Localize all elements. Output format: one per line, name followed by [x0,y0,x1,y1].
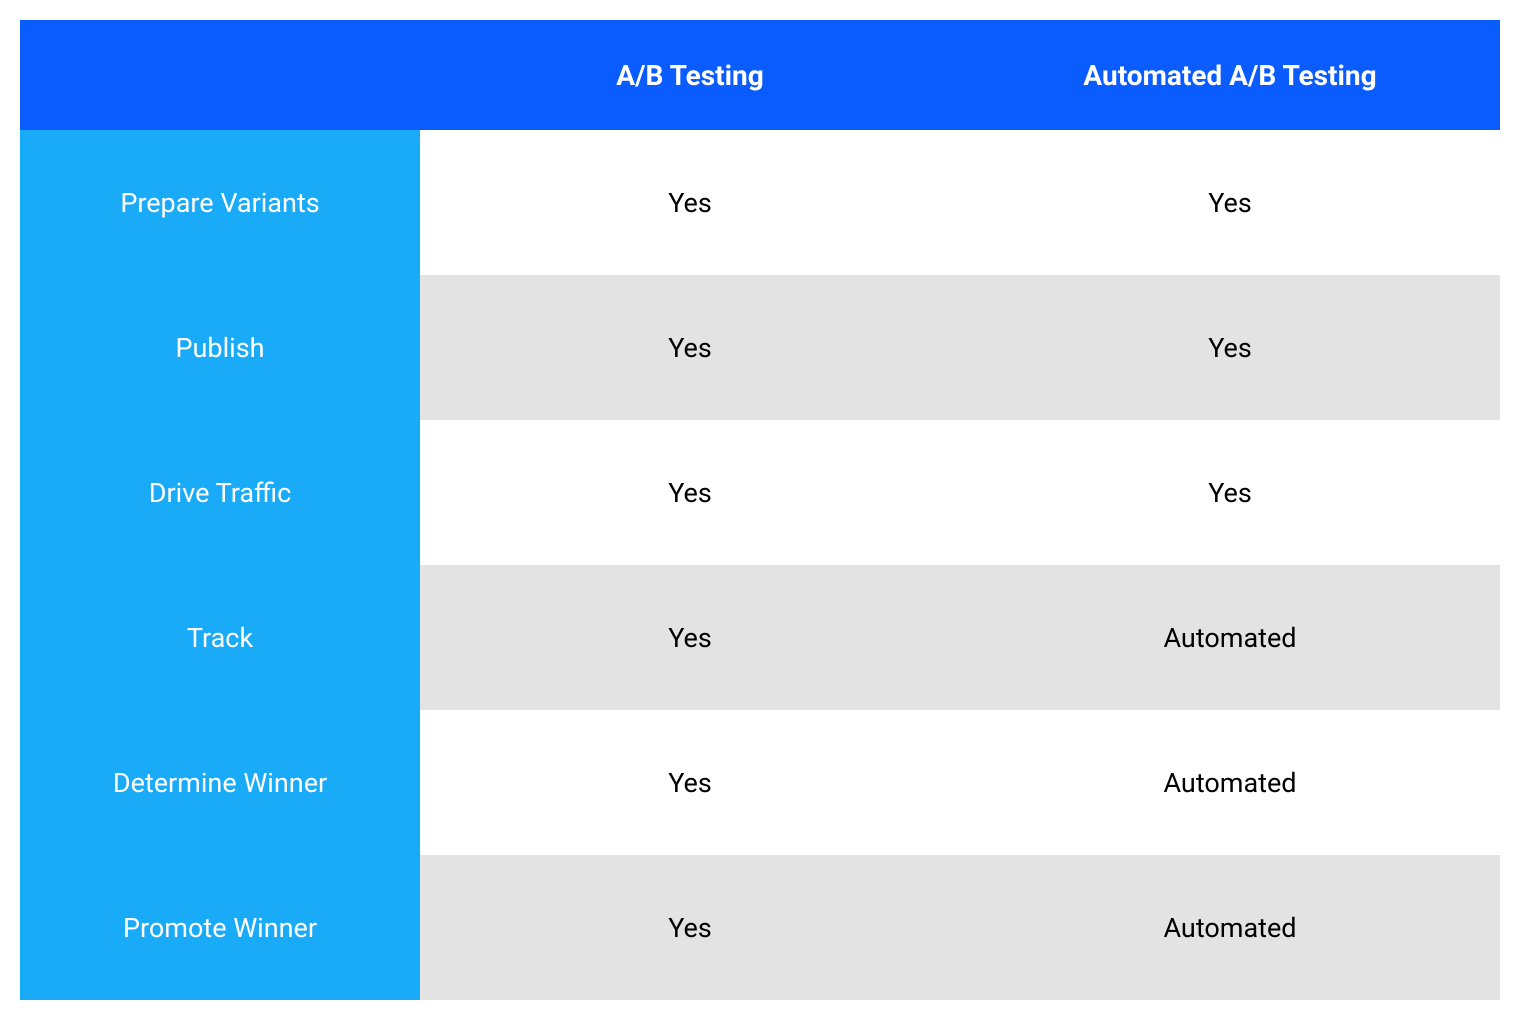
row-header: Track [20,565,420,710]
table-row: Determine Winner Yes Automated [20,710,1500,855]
table-cell: Yes [960,420,1500,565]
row-header: Prepare Variants [20,130,420,275]
table-cell: Yes [420,565,960,710]
table-body: Prepare Variants Yes Yes Publish Yes Yes… [20,130,1500,1000]
table-row: Prepare Variants Yes Yes [20,130,1500,275]
row-header: Publish [20,275,420,420]
table-cell: Automated [960,710,1500,855]
table-cell: Yes [420,710,960,855]
table-row: Drive Traffic Yes Yes [20,420,1500,565]
table-cell: Yes [420,130,960,275]
column-header: A/B Testing [420,20,960,130]
table-cell: Automated [960,565,1500,710]
row-header: Promote Winner [20,855,420,1000]
table-cell: Yes [420,275,960,420]
table-row: Track Yes Automated [20,565,1500,710]
header-empty-cell [20,20,420,130]
row-header: Determine Winner [20,710,420,855]
table-cell: Automated [960,855,1500,1000]
table-cell: Yes [420,420,960,565]
table-cell: Yes [960,130,1500,275]
comparison-table: A/B Testing Automated A/B Testing Prepar… [20,20,1500,1000]
column-header: Automated A/B Testing [960,20,1500,130]
table-cell: Yes [960,275,1500,420]
table-cell: Yes [420,855,960,1000]
row-header: Drive Traffic [20,420,420,565]
table-row: Promote Winner Yes Automated [20,855,1500,1000]
table-header-row: A/B Testing Automated A/B Testing [20,20,1500,130]
table-row: Publish Yes Yes [20,275,1500,420]
